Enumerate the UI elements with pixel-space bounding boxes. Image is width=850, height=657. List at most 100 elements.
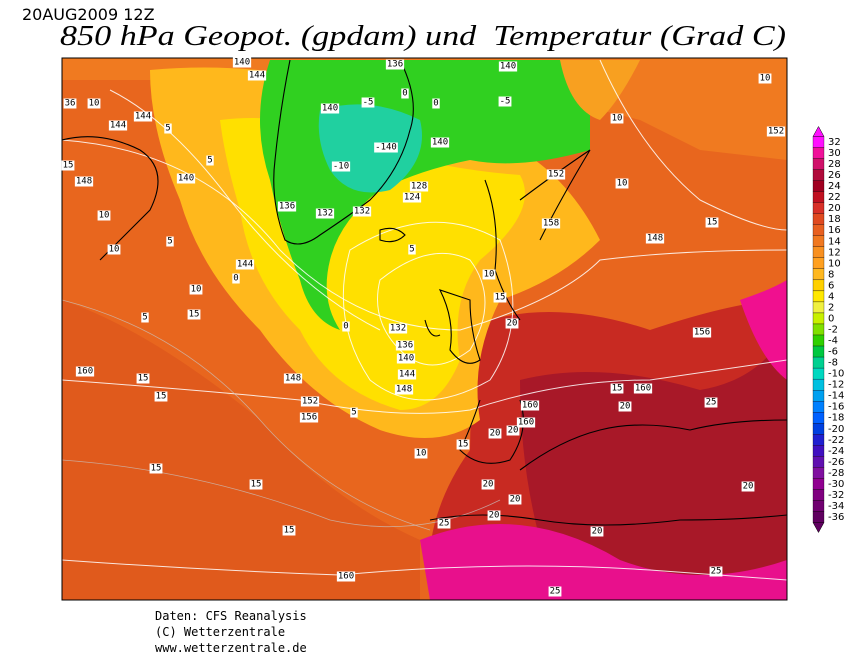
- contour-label-text: 10: [416, 449, 427, 459]
- label-box: [482, 269, 496, 280]
- contour-label: 15: [61, 160, 75, 171]
- colorbar-swatch: [812, 489, 825, 501]
- label-box: [75, 366, 95, 377]
- colorbar-label: 6: [828, 280, 834, 291]
- contour-label: 20: [487, 510, 501, 521]
- contour-label-text: 15: [707, 218, 718, 228]
- label-box: [508, 494, 522, 505]
- label-box: [74, 176, 94, 187]
- colorbar-swatch: [812, 434, 825, 446]
- colorbar-label: -26: [828, 457, 844, 468]
- colorbar-label: 8: [828, 269, 834, 280]
- colorbar-label: 4: [828, 291, 834, 302]
- colorbar-swatch: [812, 423, 825, 435]
- contour-label: 5: [408, 244, 416, 255]
- height-contour: [599, 59, 787, 231]
- label-box: [395, 340, 415, 351]
- contour-label: 140: [396, 353, 416, 364]
- contour-label: 152: [766, 126, 786, 137]
- british-isles-coast: [424, 289, 481, 364]
- contour-label-text: 156: [301, 413, 317, 423]
- colorbar-label: 0: [828, 313, 834, 324]
- label-box: [249, 479, 263, 490]
- contour-label: 0: [432, 98, 440, 109]
- colorbar-swatch: [812, 202, 825, 214]
- label-box: [541, 218, 561, 229]
- contour-label: 128: [409, 181, 429, 192]
- north-patch: [560, 60, 640, 120]
- label-box: [235, 259, 255, 270]
- colorbar-label: 26: [828, 170, 841, 181]
- colorbar-label: 2: [828, 302, 834, 313]
- contour-label-text: 140: [432, 138, 448, 148]
- contour-label-text: 124: [404, 193, 420, 203]
- contour-label: 15: [282, 525, 296, 536]
- east-heat: [740, 280, 787, 380]
- contour-label: 10: [615, 178, 629, 189]
- label-box: [498, 96, 512, 107]
- europe-coast: [459, 399, 787, 471]
- colorbar-label: -8: [828, 358, 838, 369]
- colorbar-label: -24: [828, 446, 844, 457]
- contour-label: 152: [546, 169, 566, 180]
- colorbar-label: -2: [828, 325, 838, 336]
- label-box: [283, 373, 303, 384]
- colorbar-label: -14: [828, 391, 844, 402]
- contour-label: 20: [505, 318, 519, 329]
- contour-label-text: 10: [89, 99, 100, 109]
- contour-label-text: 140: [234, 58, 250, 68]
- contour-label-text: 0: [402, 89, 407, 99]
- contour-label: 10: [482, 269, 496, 280]
- label-box: [481, 479, 495, 490]
- contour-label: 144: [108, 120, 128, 131]
- label-box: [487, 510, 501, 521]
- label-box: [615, 178, 629, 189]
- colorbar-label: -34: [828, 501, 844, 512]
- contour-label-text: -10: [333, 162, 349, 172]
- contour-label: 144: [133, 111, 153, 122]
- contour-label: 20: [506, 425, 520, 436]
- contour-label: 0: [401, 88, 409, 99]
- contour-label-text: 15: [156, 392, 167, 402]
- contour-label: 132: [352, 206, 372, 217]
- colorbar-label: -22: [828, 435, 844, 446]
- contour-label: 160: [633, 383, 653, 394]
- label-box: [232, 57, 252, 68]
- colorbar-label: 18: [828, 214, 841, 225]
- colorbar-arrow-bottom: [812, 522, 825, 534]
- label-box: [633, 383, 653, 394]
- contour-label-text: 144: [237, 260, 253, 270]
- label-box: [401, 88, 409, 99]
- contour-label: 36: [63, 98, 77, 109]
- colorbar-label: -20: [828, 424, 844, 435]
- contour-label: 15: [149, 463, 163, 474]
- contour-label: 140: [498, 61, 518, 72]
- contour-label-text: 10: [760, 74, 771, 84]
- colorbar-label: 32: [828, 137, 841, 148]
- label-box: [709, 566, 723, 577]
- contour-label: 20: [590, 526, 604, 537]
- label-box: [342, 321, 350, 332]
- colorbar-label: -12: [828, 380, 844, 391]
- label-box: [336, 571, 356, 582]
- colorbar-swatch: [812, 323, 825, 336]
- label-box: [247, 70, 267, 81]
- label-box: [493, 292, 507, 303]
- contour-label: -5: [361, 97, 375, 108]
- contour-label-text: 20: [490, 429, 501, 439]
- contour-label-text: 152: [548, 170, 564, 180]
- colorbar-swatch: [812, 235, 825, 247]
- colorbar-label: 10: [828, 258, 841, 269]
- africa-coast: [429, 514, 787, 526]
- colorbar-label: -28: [828, 468, 844, 479]
- label-box: [456, 439, 470, 450]
- contour-label-text: 25: [706, 398, 717, 408]
- contour-label: -5: [498, 96, 512, 107]
- contour-label-text: -5: [363, 98, 374, 108]
- label-box: [766, 126, 786, 137]
- contour-label: 5: [141, 312, 149, 323]
- height-contour: [342, 221, 514, 401]
- hot-region: [520, 330, 787, 600]
- contour-label: 152: [300, 396, 320, 407]
